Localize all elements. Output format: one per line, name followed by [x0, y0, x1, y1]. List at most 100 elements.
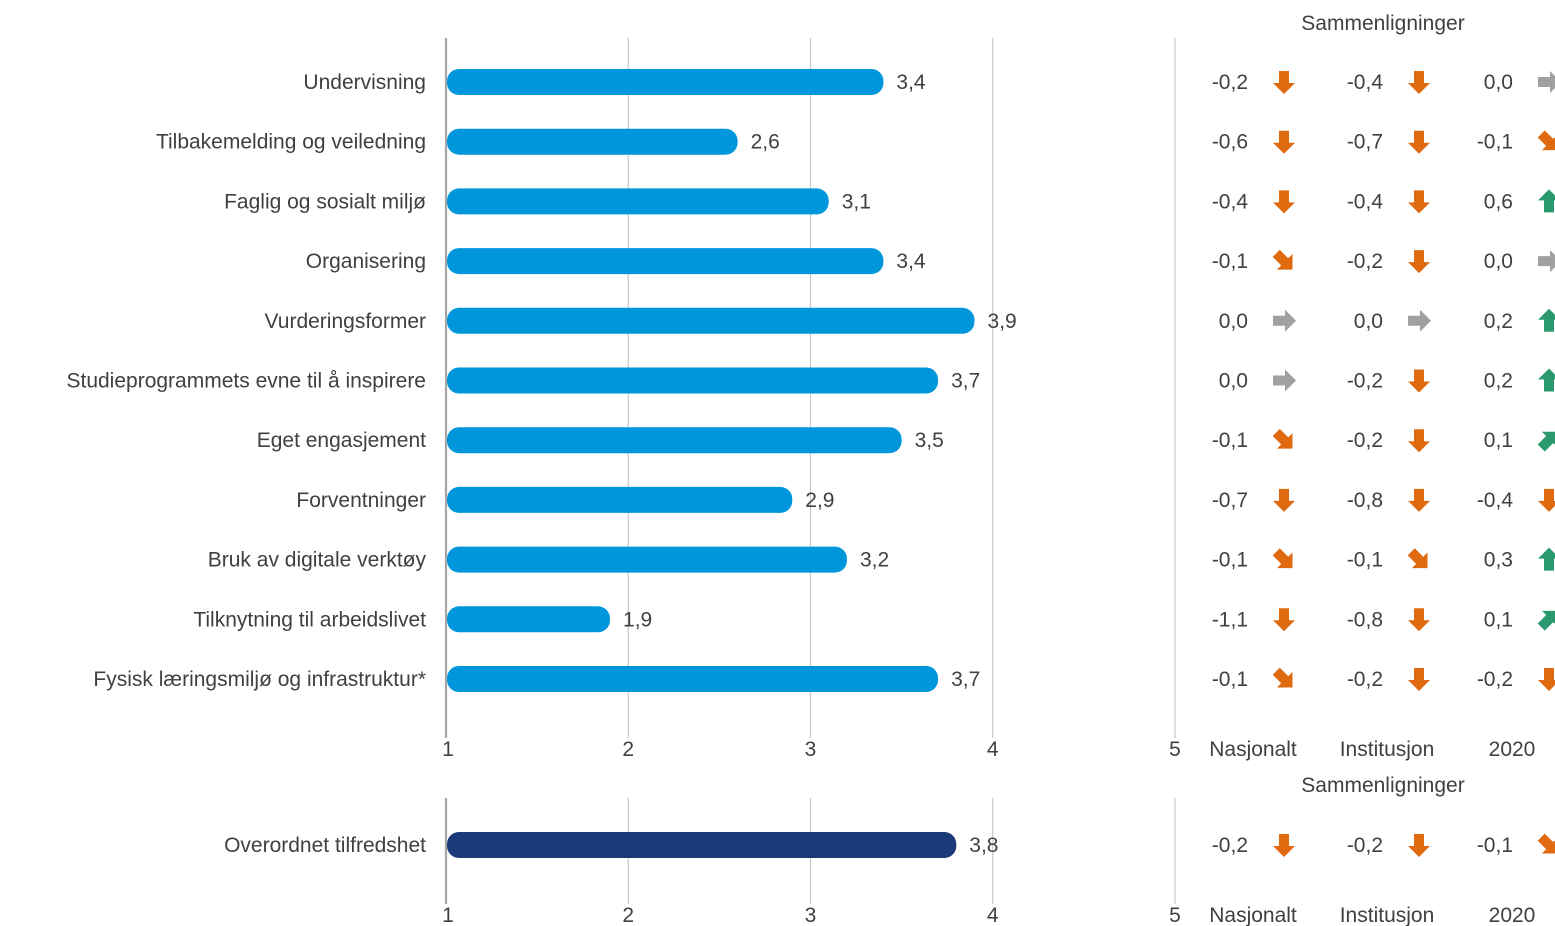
trend-down-arrow-icon	[1538, 488, 1555, 512]
comparison-value: -0,1	[1477, 131, 1513, 154]
trend-down-arrow-icon	[1408, 250, 1430, 274]
comparison-value: -0,1	[1212, 668, 1248, 691]
category-label: Organisering	[306, 250, 426, 273]
comparison-value: -1,1	[1212, 608, 1248, 631]
comparison-value: -0,4	[1477, 489, 1514, 512]
trend-down-arrow-icon	[1408, 429, 1430, 453]
category-label: Tilknytning til arbeidslivet	[193, 608, 426, 631]
bar	[447, 367, 939, 394]
comparison-value: -0,1	[1212, 429, 1248, 452]
trend-down-arrow-icon	[1273, 488, 1295, 512]
comparison-value: 0,2	[1484, 310, 1513, 333]
bar-value-label: 3,5	[915, 429, 944, 452]
comparison-value: -0,2	[1347, 250, 1383, 273]
comparison-value: -0,4	[1212, 190, 1249, 213]
comparison-value: -0,2	[1347, 370, 1383, 393]
category-label: Overordnet tilfredshet	[224, 834, 426, 857]
x-tick-label: 5	[1169, 738, 1181, 761]
bar-value-label: 3,4	[896, 71, 926, 94]
comparison-value: -0,4	[1347, 71, 1384, 94]
category-label: Faglig og sosialt miljø	[224, 190, 426, 213]
chart-panel-1: Sammenligninger 1 2 3 4 5 Nasjonalt Institusjon…	[66, 12, 1555, 761]
comparison-column-label: Nasjonalt	[1209, 904, 1297, 926]
trend-down-arrow-icon	[1408, 369, 1430, 393]
bar-value-label: 2,6	[751, 131, 780, 154]
x-tick-label: 4	[987, 738, 999, 761]
comparison-value: 0,0	[1354, 310, 1383, 333]
category-label: Bruk av digitale verktøy	[208, 549, 427, 572]
category-label: Eget engasjement	[257, 429, 426, 452]
comparison-value: -0,2	[1212, 71, 1248, 94]
x-tick-label: 4	[987, 904, 999, 926]
bar	[447, 128, 738, 155]
trend-up-arrow-icon	[1538, 547, 1555, 571]
trend-up-arrow-icon	[1538, 189, 1555, 213]
comparison-value: -0,2	[1347, 429, 1383, 452]
category-label: Fysisk læringsmiljø og infrastruktur*	[93, 668, 426, 691]
bar-value-label: 3,1	[842, 190, 871, 213]
bar	[447, 307, 975, 334]
bar	[447, 606, 611, 633]
trend-right-arrow-icon	[1273, 369, 1296, 392]
trend-up-right-arrow-icon	[1537, 431, 1555, 452]
comparison-value: -0,2	[1212, 834, 1248, 857]
comparisons-header: Sammenligninger	[1301, 12, 1464, 35]
bar-value-label: 3,7	[951, 370, 980, 393]
bar	[447, 666, 939, 692]
trend-down-right-arrow-icon	[1272, 667, 1293, 688]
comparison-column-label: 2020	[1489, 904, 1536, 926]
trend-down-arrow-icon	[1273, 190, 1295, 214]
x-tick-label: 5	[1169, 904, 1181, 926]
comparison-value: 0,3	[1484, 549, 1513, 572]
trend-down-right-arrow-icon	[1537, 833, 1555, 854]
comparisons-header: Sammenligninger	[1301, 774, 1464, 797]
comparison-column-label: 2020	[1489, 738, 1536, 761]
comparison-value: -0,8	[1347, 489, 1383, 512]
category-label: Tilbakemelding og veiledning	[156, 131, 426, 154]
comparison-value: -0,2	[1477, 668, 1513, 691]
comparison-column-label: Institusjon	[1340, 738, 1435, 761]
trend-down-arrow-icon	[1273, 130, 1295, 154]
comparison-value: -0,7	[1347, 131, 1383, 154]
bar-value-label: 3,9	[988, 310, 1017, 333]
trend-down-arrow-icon	[1273, 834, 1295, 857]
trend-down-arrow-icon	[1408, 71, 1430, 94]
comparison-value: 0,1	[1484, 429, 1513, 452]
x-tick-label: 1	[442, 738, 454, 761]
trend-down-right-arrow-icon	[1272, 548, 1293, 569]
bar-value-label: 2,9	[805, 489, 834, 512]
comparison-value: -0,2	[1347, 668, 1383, 691]
trend-down-arrow-icon	[1408, 834, 1430, 857]
comparison-value: 0,1	[1484, 608, 1513, 631]
bar-value-label: 3,7	[951, 668, 980, 691]
bar-value-label: 3,8	[969, 834, 998, 857]
category-label: Forventninger	[296, 489, 426, 512]
comparison-value: 0,2	[1484, 370, 1513, 393]
comparison-value: -0,7	[1212, 489, 1248, 512]
trend-down-right-arrow-icon	[1407, 548, 1428, 569]
comparison-value: -0,1	[1212, 549, 1248, 572]
trend-up-arrow-icon	[1538, 368, 1555, 392]
comparison-column-label: Institusjon	[1340, 904, 1435, 926]
bar	[447, 69, 884, 95]
trend-right-arrow-icon	[1408, 309, 1431, 332]
trend-up-right-arrow-icon	[1537, 610, 1555, 631]
x-tick-label: 1	[442, 904, 454, 926]
trend-down-arrow-icon	[1408, 130, 1430, 154]
trend-right-arrow-icon	[1273, 309, 1296, 332]
bar	[447, 832, 957, 858]
x-tick-label: 2	[622, 738, 634, 761]
bar-value-label: 1,9	[623, 608, 652, 631]
trend-down-right-arrow-icon	[1537, 130, 1555, 151]
comparison-value: 0,0	[1219, 310, 1248, 333]
comparison-column-label: Nasjonalt	[1209, 738, 1297, 761]
trend-down-arrow-icon	[1408, 488, 1430, 512]
comparison-value: 0,0	[1484, 250, 1513, 273]
comparison-value: -0,4	[1347, 190, 1384, 213]
trend-up-arrow-icon	[1538, 308, 1555, 332]
comparison-value: 0,0	[1219, 370, 1248, 393]
category-label: Undervisning	[303, 71, 426, 94]
bar	[447, 188, 829, 215]
trend-down-arrow-icon	[1538, 668, 1555, 691]
trend-down-right-arrow-icon	[1272, 428, 1293, 449]
